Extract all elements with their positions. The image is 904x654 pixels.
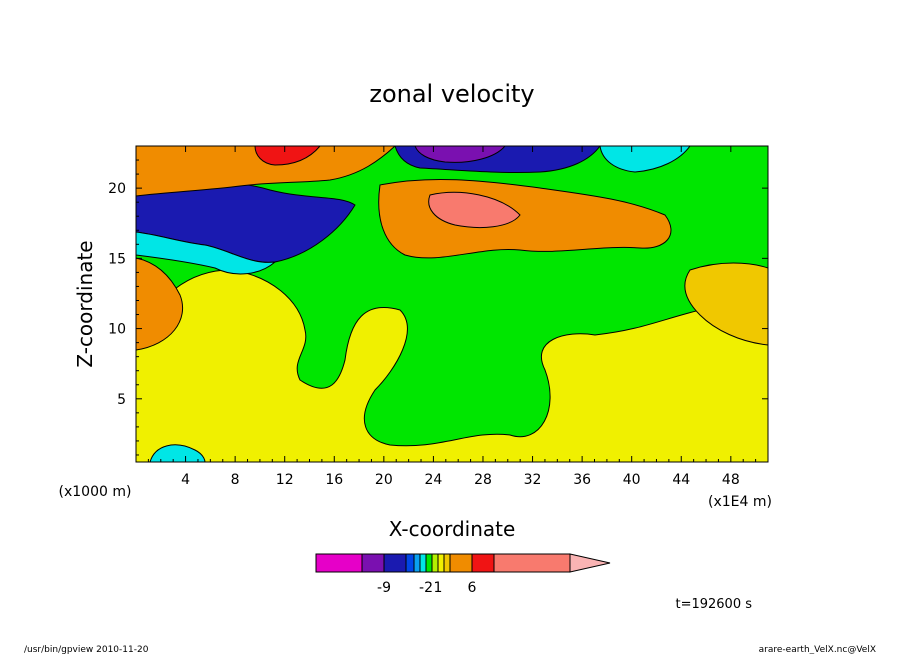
region-right-band	[684, 262, 768, 346]
y-tick-label: 10	[108, 322, 126, 338]
y-tick-label: 15	[108, 251, 126, 267]
x-tick-label: 16	[325, 472, 343, 488]
plot-frame	[135, 145, 769, 463]
colorbar-label: -9	[377, 580, 391, 596]
x-axis: 4 8 12 16 20 24 28 32 36 40 44 48	[147, 146, 757, 488]
colorbar-bin	[493, 553, 571, 573]
colorbar-bin	[383, 553, 407, 573]
colorbar-label: -2	[419, 580, 433, 596]
colorbar-bin	[425, 553, 433, 573]
region-upper-left-band	[136, 146, 396, 197]
x-scale-note: (x1E4 m)	[708, 494, 772, 510]
colorbar-bin	[315, 553, 363, 573]
colorbar-bin	[471, 553, 495, 573]
region-lower-plateau	[136, 269, 768, 462]
colorbar-label: 1	[434, 580, 443, 596]
region-left-band	[136, 257, 184, 351]
colorbar-bin	[419, 553, 427, 573]
y-tick-label: 20	[108, 181, 126, 197]
region-upper-left-core	[254, 146, 321, 166]
time-label: t=192600 s	[675, 597, 752, 612]
colorbar-bin	[437, 553, 445, 573]
x-tick-label: 4	[181, 472, 190, 488]
x-tick-label: 28	[474, 472, 492, 488]
colorbar-bin	[405, 553, 415, 573]
x-tick-label: 40	[623, 472, 641, 488]
contour-field	[136, 146, 768, 462]
footer-right: arare-earth_VelX.nc@VelX	[759, 645, 876, 654]
colorbar-bin	[431, 553, 439, 573]
colorbar-bin	[449, 553, 473, 573]
x-tick-label: 48	[722, 472, 740, 488]
colorbar-label: 6	[468, 580, 477, 596]
x-tick-label: 32	[524, 472, 542, 488]
colorbar-bin	[361, 553, 385, 573]
x-tick-label: 44	[672, 472, 690, 488]
x-axis-title: X-coordinate	[389, 517, 516, 541]
x-tick-label: 36	[573, 472, 591, 488]
colorbar-arrow	[569, 553, 611, 573]
region-lower-left-blob	[149, 444, 206, 462]
y-tick-label: 5	[117, 392, 126, 408]
y-axis: 5 10 15 20	[108, 159, 768, 456]
region-top-right-cyan	[599, 146, 691, 173]
x-tick-label: 8	[231, 472, 240, 488]
colorbar-bin	[413, 553, 421, 573]
colorbar-bin	[443, 553, 451, 573]
x-tick-label: 12	[276, 472, 294, 488]
colorbar: -9 -2 1 6	[315, 553, 611, 596]
region-mid-core	[428, 191, 521, 229]
region-left-fringe	[136, 231, 277, 275]
footer-left: /usr/bin/gpview 2010-11-20	[24, 645, 149, 654]
x-tick-label: 20	[375, 472, 393, 488]
chart-title: zonal velocity	[369, 80, 534, 108]
y-axis-title: Z-coordinate	[73, 240, 97, 367]
x-unit-note: (x1000 m)	[59, 484, 132, 500]
x-tick-label: 24	[424, 472, 442, 488]
